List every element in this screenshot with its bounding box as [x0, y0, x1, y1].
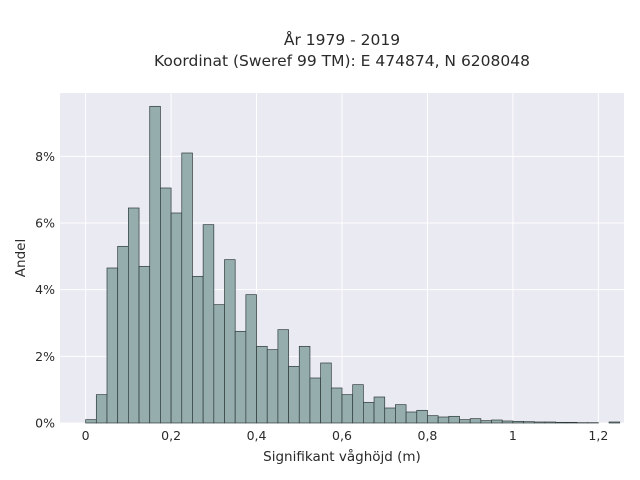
y-axis-label: Andel	[13, 239, 29, 277]
histogram-bar	[533, 421, 546, 424]
x-tick-label: 0,6	[332, 428, 352, 443]
histogram-bar	[213, 304, 225, 424]
histogram-bar	[363, 401, 375, 424]
histogram-bar	[384, 407, 396, 424]
x-tick-label: 0,4	[247, 428, 267, 443]
histogram-bar	[469, 418, 482, 424]
histogram-bar	[405, 411, 418, 424]
histogram-bar	[128, 207, 140, 424]
histogram-bar	[491, 419, 503, 424]
histogram-bar	[266, 349, 279, 424]
histogram-bar	[352, 384, 364, 424]
histogram-bar	[192, 275, 204, 424]
histogram-bar	[555, 421, 567, 424]
histogram-bar	[330, 387, 343, 424]
histogram-bar	[544, 421, 556, 424]
x-tick-label: 0,2	[161, 428, 181, 443]
histogram-bar	[437, 416, 450, 424]
histogram-bar	[512, 420, 524, 424]
histogram-bar	[373, 396, 386, 424]
histogram-bar	[501, 420, 514, 424]
histogram-bar	[202, 224, 215, 424]
y-tick-label: 2%	[35, 349, 55, 364]
histogram-bar	[565, 421, 578, 424]
histogram-bar	[85, 419, 97, 424]
histogram-bar	[459, 419, 471, 424]
histogram-bar	[448, 415, 460, 424]
histogram-bar	[245, 294, 257, 424]
y-tick-label: 0%	[35, 416, 55, 431]
y-tick-label: 6%	[35, 216, 55, 231]
histogram-bar	[523, 421, 535, 424]
histogram-bar	[117, 245, 129, 424]
histogram-bar	[149, 105, 161, 424]
histogram-bar	[309, 377, 321, 424]
x-axis-label: Signifikant våghöjd (m)	[263, 448, 421, 465]
histogram-bar	[416, 409, 428, 424]
histogram-bar	[608, 421, 621, 424]
histogram-bar	[170, 212, 183, 424]
histogram-bar	[234, 330, 247, 424]
histogram-bar	[320, 362, 332, 424]
histogram-bars	[85, 105, 621, 424]
histogram-bar	[138, 265, 151, 424]
chart-subtitle: Koordinat (Sweref 99 TM): E 474874, N 62…	[154, 52, 530, 70]
chart-title: År 1979 - 2019	[284, 30, 400, 49]
y-tick-label: 8%	[35, 149, 55, 164]
x-tick-label: 0	[82, 428, 90, 443]
y-tick-label: 4%	[35, 282, 55, 297]
histogram-bar	[480, 420, 492, 424]
histogram-bar	[427, 415, 439, 424]
histogram-bar	[95, 394, 108, 424]
histogram-bar	[341, 394, 354, 424]
histogram-bar	[298, 345, 311, 424]
x-tick-label: 1,2	[588, 428, 608, 443]
histogram-bar	[288, 365, 300, 424]
y-axis-ticks: 0% 2% 4% 6% 8%	[35, 149, 55, 431]
histogram-bar	[256, 345, 268, 424]
x-tick-label: 1	[509, 428, 517, 443]
histogram-bar	[395, 404, 407, 424]
histogram-bar	[160, 187, 172, 424]
histogram-bar	[106, 267, 119, 424]
x-axis-ticks: 0 0,2 0,4 0,6 0,8 1 1,2	[82, 428, 609, 443]
histogram-bar	[224, 259, 236, 424]
x-tick-label: 0,8	[418, 428, 438, 443]
histogram-bar	[181, 152, 193, 424]
histogram-bar	[277, 329, 289, 424]
